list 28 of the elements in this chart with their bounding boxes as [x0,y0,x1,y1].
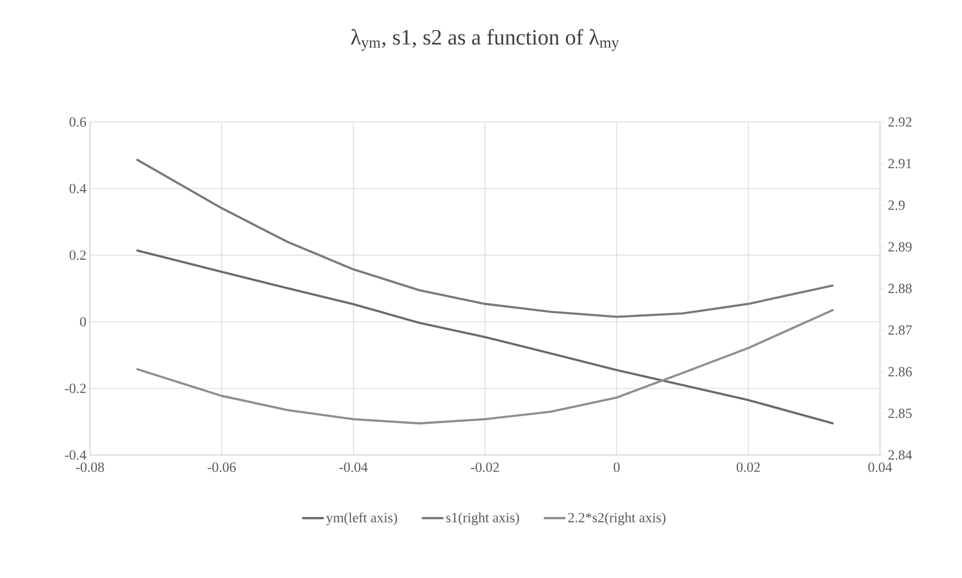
y2-tick-label: 2.9 [888,200,905,210]
x-tick-label: 0 [614,462,620,472]
y2-tick-label: 2.87 [888,325,912,335]
legend-label: s1(right axis) [446,512,520,526]
y2-tick-label: 2.88 [888,284,912,294]
x-tick-label: -0.02 [470,462,499,472]
x-tick-label: 0.02 [736,462,760,472]
y2-tick-label: 2.91 [888,158,912,168]
y-tick-label: 0.2 [70,250,86,260]
y-tick-label: 0 [80,317,86,326]
y2-tick-label: 2.92 [888,117,912,127]
legend-label: 2.2*s2(right axis) [568,512,666,526]
x-tick-label: 0.04 [868,462,892,472]
y2-tick-label: 2.85 [888,408,912,418]
x-tick-label: -0.06 [208,462,236,472]
y2-tick-label: 2.89 [888,242,912,252]
y-tick-label: -0.4 [64,450,86,460]
line-series [136,158,834,318]
x-tick-label: -0.08 [76,462,104,472]
y-tick-label: 0.4 [70,184,86,194]
y-tick-label: 0.6 [70,117,86,127]
x-tick-label: -0.04 [339,462,368,472]
y2-tick-label: 2.86 [888,366,912,376]
line-series [136,309,834,424]
y-tick-label: -0.2 [64,384,86,394]
legend-label: ym(left axis) [326,512,398,526]
chart-title: λ$_{ym}$, s1, s2 as a function of λ$_{my}$ [351,29,619,51]
y2-tick-label: 2.84 [888,450,912,460]
